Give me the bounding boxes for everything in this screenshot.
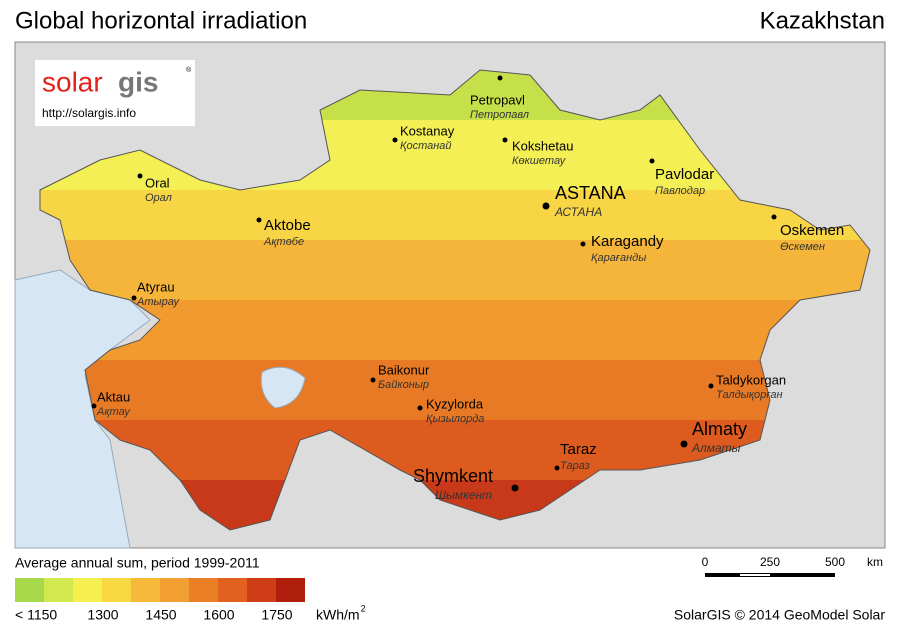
city-name: Taldykorgan — [716, 372, 786, 387]
scale-unit: km — [867, 555, 883, 569]
city-local-name: Талдықорған — [716, 389, 783, 401]
city-local-name: Қостанай — [400, 140, 452, 152]
legend-swatch — [102, 578, 131, 602]
legend-swatch — [189, 578, 218, 602]
scale-label: 250 — [760, 555, 780, 569]
city-name: Baikonur — [378, 362, 430, 377]
city-local-name: Алматы — [691, 441, 741, 455]
legend-label: 1450 — [145, 607, 176, 623]
logo-url: http://solargis.info — [42, 106, 136, 120]
city-local-name: Қарағанды — [591, 252, 646, 264]
logo-solar: solar — [42, 66, 103, 97]
legend-swatch — [44, 578, 73, 602]
city-local-name: Атырау — [136, 296, 180, 308]
city-local-name: Тараз — [560, 460, 590, 472]
city-dot — [256, 217, 262, 223]
city-local-name: Орал — [145, 192, 172, 204]
city-dot — [771, 214, 777, 220]
legend-labels: < 1150 1300 1450 1600 1750 kWh/m 2 — [15, 603, 366, 622]
legend-swatch — [15, 578, 44, 602]
city-dot — [580, 241, 586, 247]
city-local-name: Шымкент — [435, 488, 492, 502]
city-dot — [554, 465, 560, 471]
city-name: Atyrau — [137, 279, 175, 294]
logo-registered: ® — [186, 66, 192, 74]
city-name: Almaty — [692, 419, 747, 439]
city-name: ASTANA — [555, 183, 626, 203]
city-local-name: Байконыр — [378, 379, 429, 391]
city-dot — [511, 484, 519, 492]
city-name: Oskemen — [780, 222, 844, 239]
legend-swatch — [73, 578, 102, 602]
city-name: Kokshetau — [512, 138, 573, 153]
city-dot — [137, 173, 143, 179]
city-local-name: Өскемен — [780, 241, 825, 253]
legend-swatch — [276, 578, 305, 602]
city-labels: Petropavl Петропавл Kostanay Қостанай Kokshe… — [91, 75, 844, 502]
scale-bar — [705, 573, 835, 577]
city-local-name: Ақтөбе — [263, 236, 304, 248]
city-local-name: Қызылорда — [426, 413, 484, 425]
country-border — [39, 69, 871, 531]
credit: SolarGIS © 2014 GeoModel Solar — [674, 607, 885, 623]
city-local-name: Павлодар — [655, 185, 705, 197]
country-name: Kazakhstan — [760, 7, 885, 34]
legend-label: 1750 — [261, 607, 292, 623]
logo-box — [35, 60, 195, 126]
legend-unit-sup: 2 — [361, 603, 366, 613]
scale-label: 500 — [825, 555, 845, 569]
city-dot — [392, 137, 398, 143]
legend-label: < 1150 — [15, 607, 57, 623]
legend-swatch — [131, 578, 160, 602]
city-name: Kyzylorda — [426, 396, 484, 411]
city-name: Shymkent — [413, 466, 493, 486]
legend-swatch — [160, 578, 189, 602]
city-dot — [708, 383, 714, 389]
scale-label: 0 — [702, 555, 709, 569]
city-dot — [542, 202, 550, 210]
city-local-name: Петропавл — [470, 109, 529, 121]
city-dot — [680, 440, 688, 448]
city-local-name: Көкшетау — [512, 155, 567, 167]
city-dot — [502, 137, 508, 143]
city-dot — [497, 75, 503, 81]
map-title: Global horizontal irradiation — [15, 7, 307, 34]
legend-title: Average annual sum, period 1999-2011 — [15, 555, 260, 571]
city-name: Pavlodar — [655, 166, 714, 183]
city-dot — [370, 377, 376, 383]
legend-swatches — [15, 578, 305, 602]
city-dot — [649, 158, 655, 164]
city-dot — [417, 405, 423, 411]
city-local-name: АСТАНА — [554, 205, 602, 219]
scale-labels: 0 250 500 km — [702, 555, 883, 569]
city-name: Aktobe — [264, 217, 311, 234]
legend-swatch — [247, 578, 276, 602]
city-local-name: Ақтау — [96, 406, 131, 418]
logo-gis: gis — [118, 66, 158, 97]
city-dot — [131, 295, 137, 301]
legend-unit: kWh/m — [316, 607, 360, 623]
city-name: Oral — [145, 175, 170, 190]
city-name: Kostanay — [400, 123, 455, 138]
legend-swatch — [218, 578, 247, 602]
city-dot — [91, 403, 97, 409]
aral-sea — [260, 366, 306, 409]
city-name: Taraz — [560, 441, 597, 458]
city-name: Aktau — [97, 389, 130, 404]
legend-label: 1300 — [87, 607, 118, 623]
city-name: Karagandy — [591, 233, 664, 250]
legend-label: 1600 — [203, 607, 234, 623]
city-name: Petropavl — [470, 92, 525, 107]
